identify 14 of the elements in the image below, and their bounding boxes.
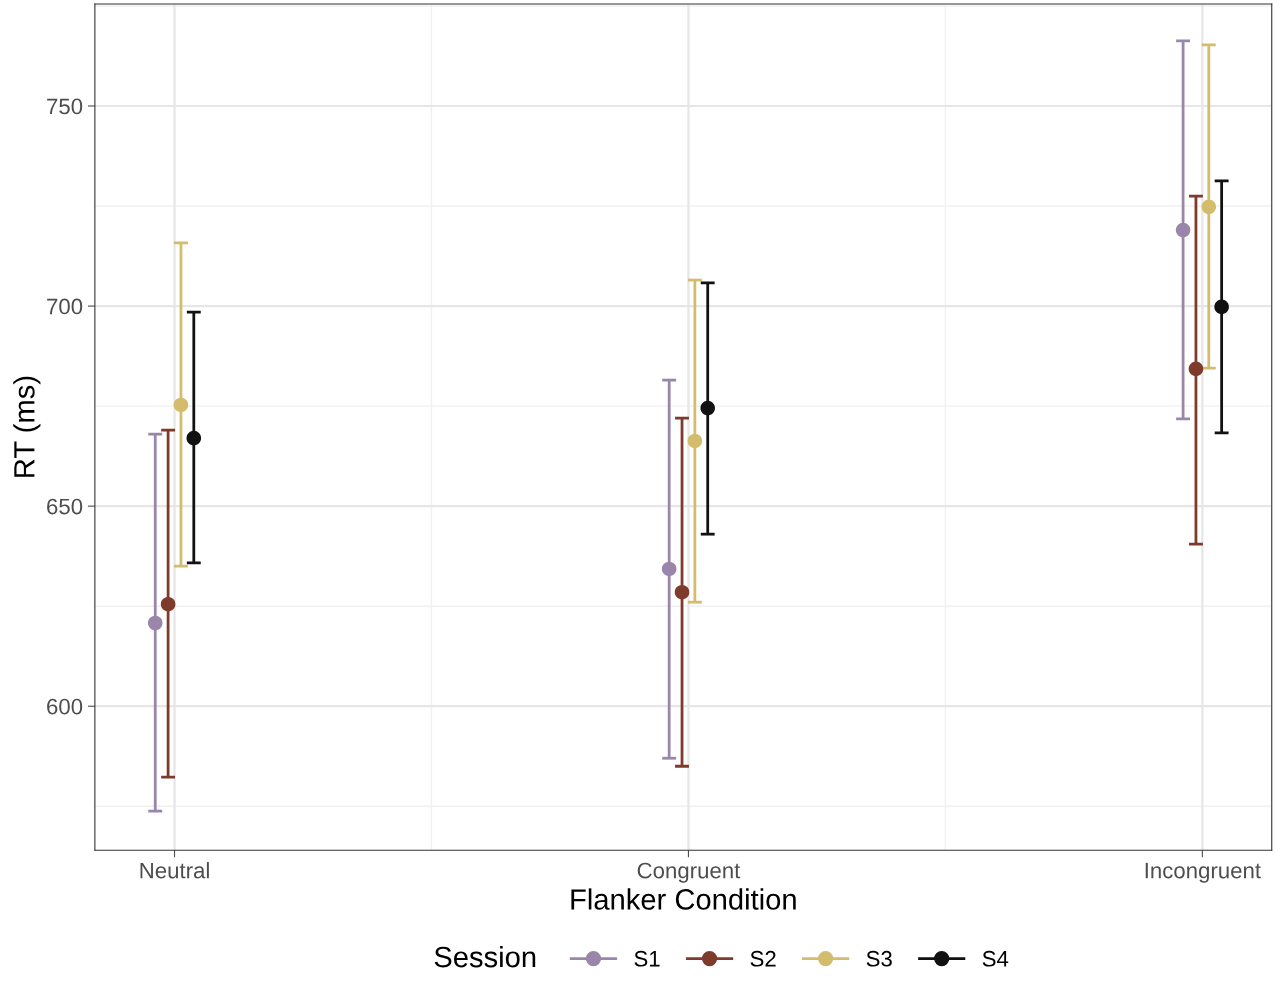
y-axis-title: RT (ms) <box>13 376 41 477</box>
y-tick-label: 650 <box>47 498 83 515</box>
legend-label: S4 <box>982 950 1009 967</box>
legend-label: S2 <box>750 950 776 967</box>
x-tick-label: Congruent <box>637 862 741 883</box>
x-tick-label: Neutral <box>140 862 209 879</box>
legend-title: Session <box>434 945 536 968</box>
y-tick-label: 750 <box>47 98 83 115</box>
y-tick-label: 700 <box>47 298 83 315</box>
x-tick-label: Incongruent <box>1145 862 1261 883</box>
legend-label: S1 <box>634 950 660 967</box>
legend-label: S3 <box>866 950 892 967</box>
y-tick-label: 600 <box>47 698 83 715</box>
x-axis-title: Flanker Condition <box>571 888 796 910</box>
